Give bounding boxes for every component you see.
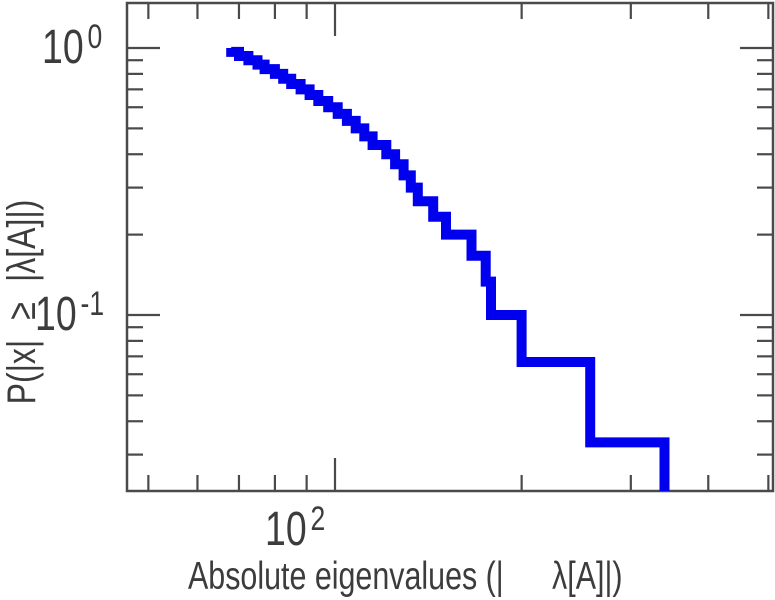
x-tick-1e2-base: 10 — [265, 503, 307, 556]
x-axis-label-left: Absolute eigenvalues (| — [188, 555, 504, 598]
x-tick-1e2-exponent: 2 — [310, 500, 326, 538]
x-axis-label-right: λ[A]|) — [552, 555, 623, 598]
y-axis-label: P(|x| ≥ |λ[A]|) — [0, 199, 44, 405]
y-tick-1e0-base: 10 — [42, 21, 84, 74]
x-tick-label-1e2: 10 2 — [265, 502, 325, 556]
y-tick-label-1e0: 10 0 — [42, 20, 102, 74]
y-tick-1e0-exponent: 0 — [87, 18, 103, 56]
y-tick-1e-1-exponent: -1 — [80, 285, 105, 323]
eigenvalue-ccdf-curve — [226, 46, 670, 491]
y-tick-1e-1-base: 10 — [35, 288, 77, 341]
x-axis-label: Absolute eigenvalues (| λ[A]|) — [188, 555, 623, 599]
axis-ticks — [127, 3, 773, 491]
y-tick-label-1e-1: 10 -1 — [35, 287, 104, 341]
plot-border — [125, 1, 775, 493]
